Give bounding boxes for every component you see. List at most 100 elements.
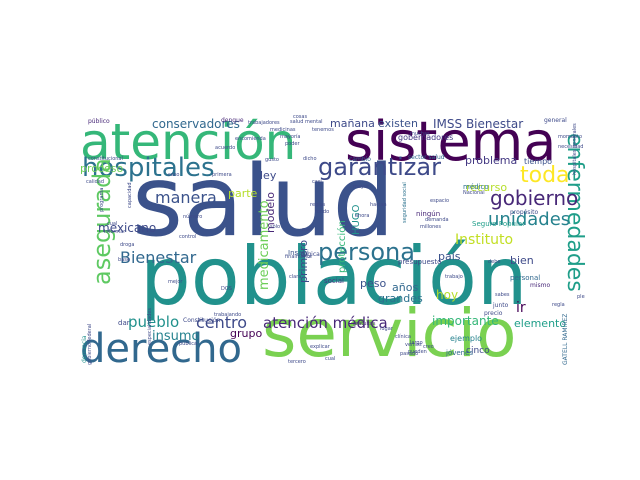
word: problema (465, 154, 518, 167)
word: HUGO (351, 204, 362, 235)
word: lugar (380, 326, 393, 332)
word: largo (410, 340, 423, 346)
word: social (324, 277, 344, 285)
word: DOS (221, 286, 232, 292)
word: centro (196, 313, 248, 332)
word: mayor (353, 184, 370, 190)
word: cinco (466, 346, 490, 356)
word: país (438, 250, 461, 263)
word: Instituto (455, 232, 514, 248)
word: acuerdo (215, 145, 236, 151)
word: informar (104, 229, 126, 235)
word: grandes (378, 292, 423, 305)
word: calidad (86, 179, 105, 185)
word: millones (420, 224, 441, 230)
word: droga (120, 242, 135, 248)
word: medicinas (270, 127, 296, 133)
word: salud (132, 145, 395, 259)
word: mal (302, 227, 312, 233)
word: presupuesto (398, 258, 442, 266)
word: cambio (349, 156, 371, 163)
word: mismo (530, 282, 551, 289)
word: pueblo (128, 313, 180, 331)
word: poder (285, 141, 300, 147)
word: dengue (221, 117, 244, 124)
word: bien (510, 254, 534, 267)
word: ir (516, 300, 526, 316)
word: Seguro Popular (472, 220, 526, 228)
word: público (88, 118, 110, 125)
word: grupo (230, 327, 263, 340)
word: insumo (152, 329, 200, 344)
word: seguridad social (402, 182, 408, 223)
word: trabajadores (248, 120, 280, 126)
word: vemos (405, 342, 422, 348)
word: peso (360, 277, 387, 290)
word: Constitución (183, 317, 221, 324)
word: mañana (330, 117, 375, 130)
word: GATELL RAMÍREZ (562, 313, 569, 365)
word-cloud: salud población servicio sistema atenció… (80, 115, 585, 370)
word: sistema (345, 115, 557, 173)
word: gobernadores (398, 133, 454, 142)
word: hospitales generales (572, 123, 578, 175)
word: tenemos (312, 127, 334, 133)
word: especialidades (147, 307, 153, 345)
word: proceso (80, 162, 124, 175)
word: primera (212, 172, 232, 178)
word: gusto (265, 157, 279, 163)
word: debe (488, 259, 501, 265)
word: ley (260, 169, 277, 182)
word: trabajando (214, 312, 242, 318)
word: casi (312, 179, 322, 185)
word: necesidad (558, 144, 584, 150)
word: tiempo (524, 157, 553, 166)
word: dar (118, 319, 130, 327)
word: ejemplo (450, 334, 483, 343)
word: conservadores (152, 117, 240, 131)
word: recurso (466, 181, 508, 194)
word: persona (318, 238, 415, 266)
word: programa (99, 187, 105, 212)
word: fondo (315, 209, 330, 215)
word: IMSS Bienestar (433, 117, 524, 131)
word: espacio (430, 198, 450, 204)
word: Insabi (288, 249, 309, 257)
word: base (118, 257, 130, 263)
word: demanda (425, 217, 449, 223)
word: reglas (310, 202, 326, 208)
word: control (179, 234, 197, 240)
word: importante (432, 314, 499, 328)
word: gobierno (490, 186, 579, 210)
word: cual (107, 221, 118, 227)
word: médico (463, 183, 489, 191)
word: muchas (410, 131, 430, 137)
word: explicar (310, 344, 330, 350)
word: ahora (355, 213, 370, 219)
word: mexicano (98, 221, 157, 235)
word: precio (484, 310, 503, 317)
word: dicho (303, 156, 317, 162)
word: creo (423, 344, 434, 350)
word: caso (168, 172, 180, 178)
word: propósito (510, 209, 539, 216)
word: sabes (495, 292, 510, 298)
word: hacían (370, 202, 387, 208)
word: pueden (408, 349, 427, 355)
word: atención (80, 115, 297, 171)
word: existen (378, 117, 418, 130)
word: encomienda (235, 136, 266, 142)
word: Bienestar (120, 248, 197, 267)
word: junto (493, 302, 509, 309)
word: tercero (288, 359, 306, 365)
word: clínica (395, 334, 411, 340)
word: Nacional (463, 190, 485, 196)
word: garantizar (318, 153, 441, 181)
word: sector salud (408, 154, 445, 161)
word: finalmente (285, 254, 312, 260)
word: servicio (262, 295, 517, 370)
word: hospitales (82, 153, 215, 183)
word: cual (325, 356, 336, 362)
word: parte (228, 187, 258, 200)
word: protección (337, 220, 348, 273)
